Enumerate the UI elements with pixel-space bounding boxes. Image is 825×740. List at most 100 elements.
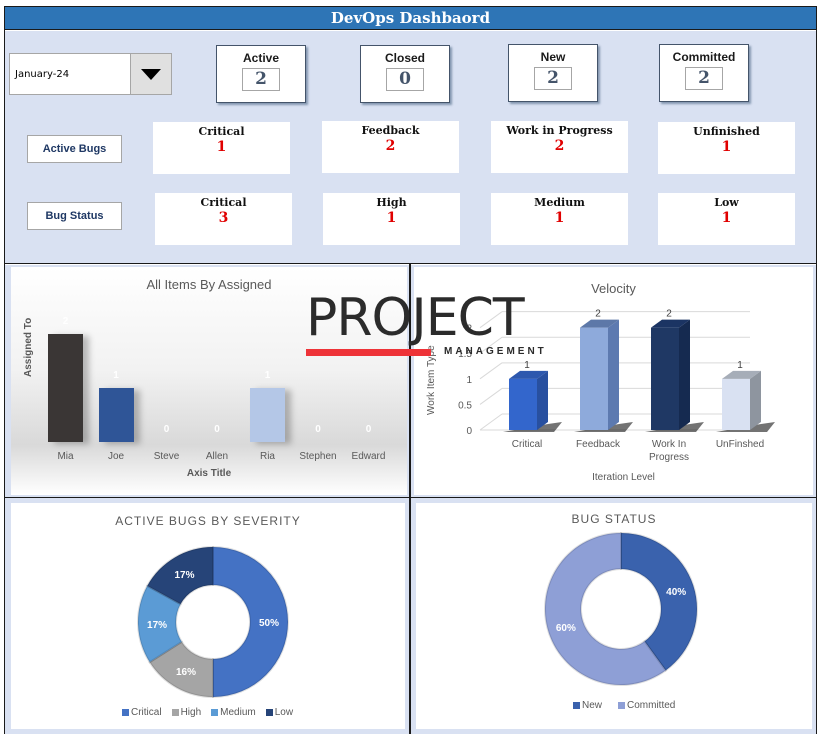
legend-swatch-icon <box>573 702 580 709</box>
metric-label: Critical <box>198 125 245 138</box>
x-tick-label: Joe <box>107 451 125 462</box>
metric-value: 1 <box>386 210 397 226</box>
month-value: January-24 <box>15 69 70 80</box>
metric-value: 2 <box>554 138 565 154</box>
x-axis-title: Axis Title <box>186 468 232 479</box>
bar-value-label: 1 <box>264 370 271 381</box>
svg-text:17%: 17% <box>147 620 167 631</box>
card-value: 2 <box>242 68 280 91</box>
metric-value: 2 <box>385 138 396 154</box>
svg-text:50%: 50% <box>259 618 279 629</box>
svg-text:40%: 40% <box>666 587 686 598</box>
card-value: 2 <box>685 67 723 90</box>
legend-label: Medium <box>220 707 256 718</box>
chart-legend: Critical High Medium Low <box>122 707 293 718</box>
metric-label: Unfinished <box>693 125 760 138</box>
bar-value-label: 2 <box>62 316 69 327</box>
metric-label: Feedback <box>361 124 420 137</box>
card-value: 2 <box>534 67 572 90</box>
active-bugs-work-in-progress: Work in Progress 2 <box>491 121 628 173</box>
active-bugs-unfinished: Unfinished 1 <box>658 122 795 174</box>
chart-title: BUG STATUS <box>571 512 657 526</box>
legend-item-high: High <box>171 707 202 718</box>
chart-legend: New Committed <box>573 700 675 711</box>
card-value: 0 <box>386 68 424 91</box>
x-tick-label: Edward <box>351 451 386 462</box>
legend-swatch-icon <box>265 709 273 716</box>
legend-swatch-icon <box>171 709 179 716</box>
bar-value-label: 0 <box>315 424 321 435</box>
x-tick-label: Mia <box>57 451 74 462</box>
active-bugs-critical: Critical 1 <box>153 122 290 174</box>
svg-text:Critical: Critical <box>512 439 543 450</box>
svg-text:60%: 60% <box>556 623 576 634</box>
assigned-chart: All Items By Assigned Assigned To 2 Mia 1 J… <box>11 267 407 495</box>
card-label: Active <box>242 51 280 65</box>
y-axis-title: Assigned To <box>23 317 34 377</box>
svg-text:Work In: Work In <box>652 439 686 450</box>
svg-text:2: 2 <box>666 309 672 320</box>
legend-item-new: New <box>573 700 602 711</box>
chart-title: All Items By Assigned <box>146 277 272 292</box>
bar-value-label: 0 <box>163 424 170 435</box>
x-tick-label: Steve <box>153 451 180 462</box>
svg-text:17%: 17% <box>174 570 194 581</box>
bar-value-label: 0 <box>365 424 372 435</box>
metric-value: 1 <box>216 139 227 155</box>
bug-status-button[interactable]: Bug Status <box>27 202 122 230</box>
chart-title: ACTIVE BUGS BY SEVERITY <box>115 514 301 528</box>
metric-label: Work in Progress <box>506 124 613 137</box>
legend-label: High <box>180 707 202 718</box>
active-bugs-feedback: Feedback 2 <box>322 121 459 173</box>
svg-text:2: 2 <box>595 309 601 320</box>
horizontal-divider <box>5 497 816 498</box>
card-label: Committed <box>672 50 736 64</box>
svg-text:1.5: 1.5 <box>458 349 472 360</box>
month-dropdown[interactable]: January-24 <box>9 53 172 95</box>
triangle-down-icon <box>141 69 161 80</box>
active-bugs-button[interactable]: Active Bugs <box>27 135 122 163</box>
metric-label: Low <box>714 196 739 209</box>
bug-status-low: Low 1 <box>658 193 795 245</box>
svg-text:Progress: Progress <box>649 452 689 463</box>
bar-value-label: 0 <box>214 424 220 435</box>
legend-label: New <box>582 700 603 711</box>
card-active: Active 2 <box>216 45 306 103</box>
legend-swatch-icon <box>122 709 129 716</box>
svg-text:1: 1 <box>737 360 743 371</box>
vertical-divider <box>409 264 411 734</box>
metric-label: High <box>376 196 407 209</box>
legend-item-committed: Committed <box>618 700 675 711</box>
dashboard-title: DevOps Dashbaord <box>5 7 816 30</box>
svg-text:1: 1 <box>466 375 472 386</box>
metric-value: 1 <box>721 139 732 155</box>
legend-label: Committed <box>627 700 676 711</box>
donut-chart: 40% 60% <box>544 531 698 686</box>
y-axis-title: Work Item Type <box>426 345 437 415</box>
velocity-chart: Velocity 0 0.5 1 1.5 2 1 Critical 2 Feedback 2 Wor… <box>414 267 813 495</box>
bug-status-chart: BUG STATUS 40% 60% New Committed <box>416 503 812 729</box>
svg-text:2: 2 <box>466 324 472 335</box>
metric-value: 3 <box>218 210 229 226</box>
bar-value-label: 1 <box>113 370 119 381</box>
metric-label: Critical <box>200 196 247 209</box>
card-label: Closed <box>384 51 425 65</box>
legend-swatch-icon <box>618 702 626 709</box>
svg-text:0.5: 0.5 <box>458 400 472 411</box>
card-committed: Committed 2 <box>659 44 749 102</box>
card-new: New 2 <box>508 44 598 102</box>
bar-ria <box>250 388 285 442</box>
donut-chart: 50% 16% 17% 17% <box>137 545 289 699</box>
dropdown-button[interactable] <box>130 54 171 94</box>
x-tick-label: Ria <box>259 451 275 462</box>
card-label: New <box>540 50 566 64</box>
severity-chart: ACTIVE BUGS BY SEVERITY 50% 16% 17% 17% Cri… <box>11 503 405 729</box>
chart-title: Velocity <box>591 281 636 296</box>
metric-value: 1 <box>554 210 565 226</box>
card-closed: Closed 0 <box>360 45 450 103</box>
metric-label: Medium <box>534 196 585 209</box>
svg-text:UnFinshed: UnFinshed <box>716 439 764 450</box>
x-axis-title: Iteration Level <box>592 472 655 483</box>
svg-text:0: 0 <box>466 426 472 437</box>
svg-text:16%: 16% <box>176 667 196 678</box>
